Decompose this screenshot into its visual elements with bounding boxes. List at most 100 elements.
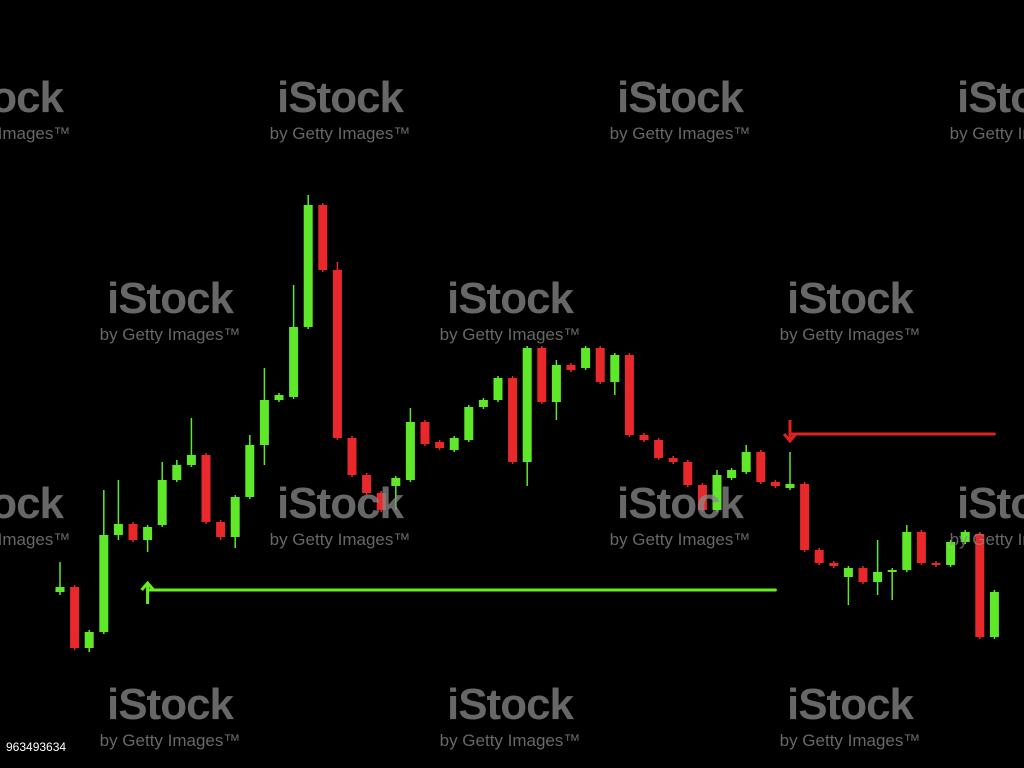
candle-body xyxy=(113,524,123,535)
candle-body xyxy=(332,270,342,438)
watermark-credit: by Getty Images™ xyxy=(100,325,241,344)
candle-body xyxy=(858,568,868,582)
watermarks: iStock by Getty Images™ iStock by Getty Ima… xyxy=(0,73,1024,750)
watermark-brand: iStock xyxy=(0,73,65,122)
candle-body xyxy=(931,563,941,565)
candle-body xyxy=(960,532,970,542)
watermark-credit: by Getty Images™ xyxy=(0,124,70,143)
watermark-credit: by Getty Images™ xyxy=(780,731,921,750)
candle-body xyxy=(873,572,883,582)
candle-body xyxy=(478,400,488,407)
watermark-credit: by Getty Images™ xyxy=(950,124,1024,143)
candle-body xyxy=(829,563,839,566)
candle-body xyxy=(84,632,94,648)
candle-body xyxy=(289,327,299,397)
candle-body xyxy=(420,422,430,444)
candle-body xyxy=(770,482,780,486)
watermark-brand: iStock xyxy=(277,479,405,528)
candle-body xyxy=(435,442,445,448)
watermark-brand: iStock xyxy=(0,479,65,528)
watermark-credit: by Getty Images™ xyxy=(780,325,921,344)
candle-body xyxy=(537,348,547,402)
candle-body xyxy=(318,205,328,270)
candle-body xyxy=(902,532,912,570)
level-arrow xyxy=(782,420,798,444)
candle-body xyxy=(376,493,386,510)
candle-body xyxy=(274,395,284,400)
candle-body xyxy=(697,485,707,510)
candle-body xyxy=(741,452,751,472)
candle-body xyxy=(639,435,649,440)
candle-body xyxy=(230,497,240,537)
candle-body xyxy=(522,348,532,462)
candle-body xyxy=(186,455,196,465)
candle-body xyxy=(946,542,956,565)
watermark-credit: by Getty Images™ xyxy=(0,530,70,549)
candle-body xyxy=(683,462,693,485)
candle-body xyxy=(785,484,795,488)
watermark-credit: by Getty Images™ xyxy=(610,530,751,549)
candle-body xyxy=(566,365,576,370)
candle-body xyxy=(800,484,810,550)
candle-body xyxy=(712,475,722,510)
candle-body xyxy=(581,348,591,368)
candle-body xyxy=(55,587,65,592)
candle-body xyxy=(551,365,561,402)
watermark-brand: iStock xyxy=(107,680,235,729)
candle-body xyxy=(975,534,985,637)
watermark-credit: by Getty Images™ xyxy=(950,530,1024,549)
watermark-brand: iStock xyxy=(617,479,745,528)
candle-body xyxy=(259,400,269,445)
watermark-credit: by Getty Images™ xyxy=(440,731,581,750)
candle-body xyxy=(245,445,255,497)
candle-body xyxy=(814,550,824,563)
candle-body xyxy=(303,205,313,327)
candle-body xyxy=(843,568,853,577)
watermark-brand: iStock xyxy=(957,479,1024,528)
candle-body xyxy=(493,378,503,400)
watermark-credit: by Getty Images™ xyxy=(270,124,411,143)
watermark-brand: iStock xyxy=(957,73,1024,122)
candle-body xyxy=(595,348,605,382)
watermark-brand: iStock xyxy=(447,680,575,729)
candle-body xyxy=(508,378,518,462)
candle-body xyxy=(916,532,926,563)
watermark-brand: iStock xyxy=(617,73,745,122)
candle-body xyxy=(362,475,372,493)
image-id: 963493634 xyxy=(6,740,66,754)
candle-body xyxy=(624,355,634,435)
candle-body xyxy=(887,570,897,572)
watermark-credit: by Getty Images™ xyxy=(100,731,241,750)
watermark-brand: iStock xyxy=(787,274,915,323)
watermark-brand: iStock xyxy=(107,274,235,323)
level-arrow xyxy=(140,580,155,604)
candle-body xyxy=(128,524,138,540)
candle-body xyxy=(668,458,678,462)
candle-body xyxy=(157,480,167,525)
candle-body xyxy=(70,587,80,648)
candle-body xyxy=(391,478,401,486)
candle-body xyxy=(989,592,999,637)
candle-body xyxy=(405,422,415,480)
candle-body xyxy=(727,470,737,478)
candle-body xyxy=(201,455,211,522)
watermark-credit: by Getty Images™ xyxy=(440,325,581,344)
plot-area xyxy=(55,195,999,652)
candle-body xyxy=(449,438,459,450)
watermark-credit: by Getty Images™ xyxy=(610,124,751,143)
candle-body xyxy=(654,440,664,458)
candle-body xyxy=(756,452,766,482)
image-id-box xyxy=(0,736,86,758)
watermark-brand: iStock xyxy=(277,73,405,122)
candle-body xyxy=(610,355,620,382)
candle-body xyxy=(143,527,153,540)
watermark-brand: iStock xyxy=(787,680,915,729)
candle-body xyxy=(464,407,474,440)
candle-body xyxy=(99,535,109,632)
watermark-brand: iStock xyxy=(447,274,575,323)
candle-body xyxy=(216,522,226,537)
candle-body xyxy=(347,438,357,475)
watermark-credit: by Getty Images™ xyxy=(270,530,411,549)
